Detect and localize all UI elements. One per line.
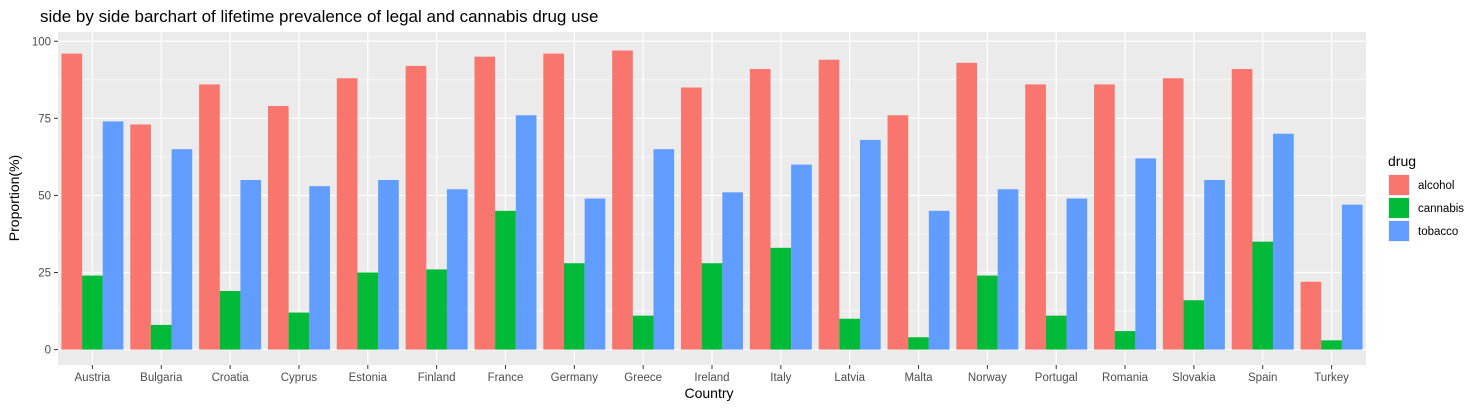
y-tick-label: 50 <box>38 190 51 202</box>
bar-tobacco-croatia <box>240 180 262 350</box>
bar-tobacco-malta <box>928 210 950 350</box>
bar-cannabis-malta <box>908 337 929 350</box>
x-tick-label-latvia: Latvia <box>834 372 865 384</box>
bar-cannabis-greece <box>632 315 654 350</box>
bar-alcohol-greece <box>612 50 633 350</box>
bar-cannabis-austria <box>82 275 103 350</box>
bar-cannabis-croatia <box>219 291 241 350</box>
bar-tobacco-cyprus <box>309 186 330 350</box>
bar-alcohol-norway <box>956 62 978 350</box>
x-tick-label-germany: Germany <box>551 372 599 384</box>
bar-tobacco-france <box>515 115 537 350</box>
x-tick-label-croatia: Croatia <box>212 372 250 384</box>
bar-cannabis-ireland <box>701 263 723 350</box>
bar-cannabis-france <box>495 210 516 350</box>
bar-alcohol-italy <box>749 69 771 350</box>
bar-tobacco-austria <box>102 121 124 350</box>
legend-swatch-alcohol <box>1389 175 1409 195</box>
bar-cannabis-finland <box>426 269 447 350</box>
bar-tobacco-norway <box>997 189 1019 350</box>
bar-tobacco-spain <box>1273 133 1294 350</box>
bar-tobacco-latvia <box>860 139 881 350</box>
chart-title: side by side barchart of lifetime preval… <box>40 7 599 26</box>
legend-swatch-tobacco <box>1389 221 1409 241</box>
y-axis-title: Proportion(%) <box>6 155 22 241</box>
bar-cannabis-italy <box>770 247 792 350</box>
x-tick-label-spain: Spain <box>1248 372 1277 384</box>
bar-alcohol-turkey <box>1300 281 1322 350</box>
bar-tobacco-turkey <box>1341 204 1363 350</box>
x-tick-label-portugal: Portugal <box>1035 372 1078 384</box>
legend-swatch-cannabis <box>1389 198 1409 218</box>
bar-alcohol-cyprus <box>267 106 289 350</box>
x-tick-label-turkey: Turkey <box>1314 372 1349 384</box>
bar-cannabis-romania <box>1114 331 1136 350</box>
x-tick-label-cyprus: Cyprus <box>281 372 318 384</box>
x-tick-label-slovakia: Slovakia <box>1172 372 1216 384</box>
x-axis: Austria Bulgaria Croatia Cyprus Estonia Finla… <box>75 365 1349 384</box>
bar-alcohol-spain <box>1231 69 1253 350</box>
legend-title: drug <box>1388 153 1416 169</box>
bar-alcohol-france <box>474 56 496 350</box>
y-tick-label: 0 <box>45 345 51 357</box>
bar-alcohol-austria <box>61 53 83 350</box>
bar-cannabis-germany <box>563 263 585 350</box>
bar-tobacco-estonia <box>378 180 399 350</box>
bar-alcohol-bulgaria <box>130 124 151 350</box>
bar-cannabis-bulgaria <box>150 324 172 350</box>
x-tick-label-norway: Norway <box>968 372 1007 384</box>
bar-alcohol-romania <box>1094 84 1115 350</box>
bar-alcohol-estonia <box>336 78 358 350</box>
bar-tobacco-ireland <box>722 192 743 350</box>
bar-tobacco-romania <box>1135 158 1157 350</box>
x-tick-label-austria: Austria <box>75 372 111 384</box>
bar-alcohol-finland <box>405 65 427 350</box>
bar-cannabis-cyprus <box>288 312 310 350</box>
bar-tobacco-italy <box>791 164 812 350</box>
bar-tobacco-portugal <box>1066 198 1088 350</box>
x-axis-title: Country <box>684 385 733 401</box>
bar-tobacco-greece <box>653 149 675 350</box>
legend-label-tobacco: tobacco <box>1418 226 1458 238</box>
x-tick-label-france: France <box>488 372 524 384</box>
bar-cannabis-spain <box>1252 241 1274 350</box>
x-tick-label-finland: Finland <box>418 372 456 384</box>
y-tick-label: 100 <box>32 36 51 48</box>
legend-label-cannabis: cannabis <box>1418 203 1464 215</box>
bar-cannabis-estonia <box>357 272 379 350</box>
x-tick-label-italy: Italy <box>770 372 791 384</box>
x-tick-label-romania: Romania <box>1102 372 1149 384</box>
y-tick-label: 25 <box>38 268 51 280</box>
bar-cannabis-turkey <box>1321 340 1342 350</box>
bar-tobacco-germany <box>584 198 606 350</box>
x-tick-label-bulgaria: Bulgaria <box>140 372 183 384</box>
bar-cannabis-slovakia <box>1183 300 1205 350</box>
x-tick-label-malta: Malta <box>904 372 933 384</box>
legend: drug alcohol cannabis tobacco <box>1388 153 1464 242</box>
y-tick-label: 75 <box>38 113 51 125</box>
bar-tobacco-bulgaria <box>171 149 193 350</box>
bar-alcohol-slovakia <box>1162 78 1184 350</box>
bar-alcohol-latvia <box>818 59 840 350</box>
bar-alcohol-ireland <box>681 87 702 350</box>
bar-cannabis-portugal <box>1045 315 1067 350</box>
bar-alcohol-croatia <box>199 84 220 350</box>
bar-tobacco-finland <box>446 189 468 350</box>
x-tick-label-estonia: Estonia <box>349 372 388 384</box>
bar-alcohol-portugal <box>1025 84 1046 350</box>
bar-cannabis-norway <box>977 275 998 350</box>
x-tick-label-greece: Greece <box>624 372 662 384</box>
bars <box>61 50 1363 350</box>
x-tick-label-ireland: Ireland <box>694 372 729 384</box>
y-axis: 0 25 50 75 100 <box>32 36 58 357</box>
bar-tobacco-slovakia <box>1204 180 1225 350</box>
bar-alcohol-germany <box>543 53 564 350</box>
legend-label-alcohol: alcohol <box>1418 180 1454 192</box>
bar-alcohol-malta <box>887 115 909 350</box>
bar-cannabis-latvia <box>839 318 861 350</box>
